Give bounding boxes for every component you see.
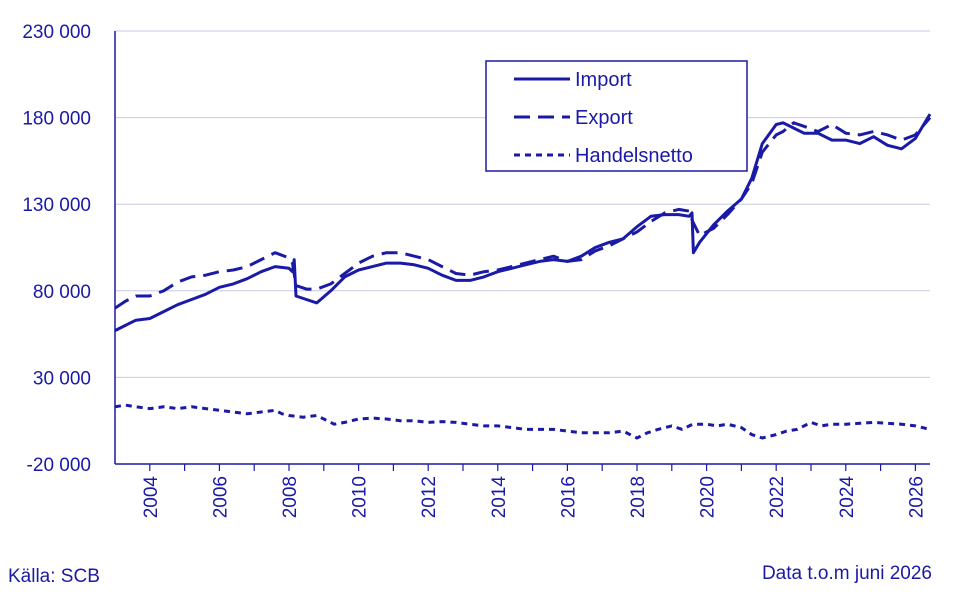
x-tick-label: 2024	[837, 476, 858, 519]
y-axis: -20 000 30 000 80 000 130 000 180 000 230 000	[22, 22, 116, 476]
legend-label-handelsnetto: Handelsnetto	[575, 145, 693, 167]
x-tick-label: 2010	[350, 476, 371, 518]
y-tick-label: 180 000	[22, 109, 91, 130]
x-tick-label: 2006	[210, 476, 231, 518]
x-tick-label: 2004	[141, 476, 162, 519]
x-tick-label: 2008	[280, 476, 301, 518]
x-tick-label: 2016	[558, 476, 579, 518]
y-tick-label: -20 000	[27, 455, 91, 476]
series-line-handelsnetto	[114, 403, 931, 440]
x-tick-label: 2022	[767, 476, 788, 518]
x-tick-label: 2012	[419, 476, 440, 518]
x-axis: 2004 2006 2008 2010 2012 2014 2016 2018 2020 2022…	[115, 463, 930, 519]
gridlines	[115, 30, 930, 378]
data-date-note: Data t.o.m juni 2026	[761, 563, 932, 584]
x-tick-label: 2020	[698, 476, 719, 518]
series-line-export	[114, 116, 932, 310]
y-tick-label: 130 000	[22, 195, 91, 216]
x-tick-label: 2026	[906, 476, 927, 518]
legend-label-export: Export	[575, 107, 633, 129]
y-tick-label: 230 000	[22, 22, 91, 43]
series-lines	[114, 113, 932, 440]
x-tick-label: 2018	[628, 476, 649, 518]
y-tick-label: 30 000	[33, 368, 91, 389]
source-note: Källa: SCB	[8, 566, 100, 587]
x-tick-label: 2014	[489, 476, 510, 519]
y-tick-label: 80 000	[33, 282, 91, 303]
series-line-import	[114, 113, 932, 332]
legend-label-import: Import	[575, 69, 632, 91]
legend: Import Export Handelsnetto	[485, 60, 748, 172]
